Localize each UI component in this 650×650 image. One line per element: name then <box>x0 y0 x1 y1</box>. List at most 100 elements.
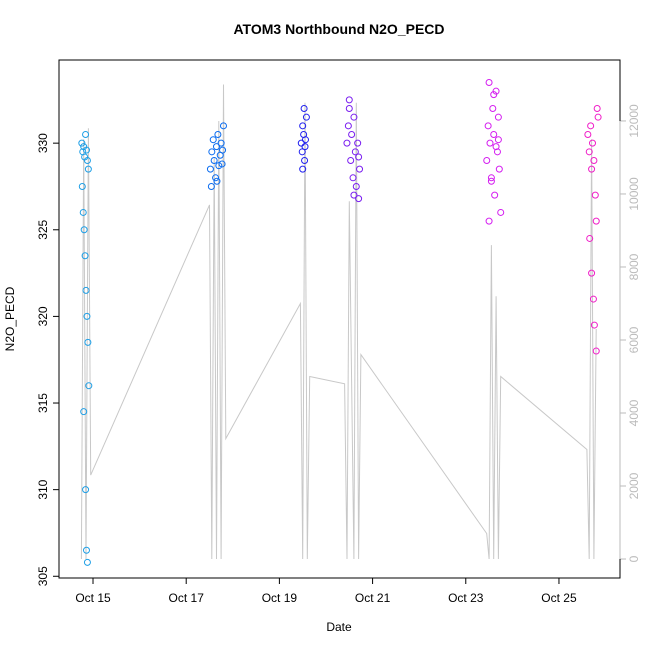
data-point <box>495 165 503 173</box>
data-point <box>83 156 91 164</box>
data-point <box>584 130 592 138</box>
data-point <box>354 139 362 147</box>
chart-title: ATOM3 Northbound N2O_PECD <box>233 21 444 37</box>
data-point <box>343 139 351 147</box>
data-point <box>210 156 218 164</box>
data-point <box>206 165 214 173</box>
data-point <box>590 156 598 164</box>
data-point <box>593 105 601 113</box>
data-point <box>592 347 600 355</box>
data-point <box>497 208 505 216</box>
data-point <box>80 408 88 416</box>
y2-tick-label: 2000 <box>627 472 641 499</box>
x-tick-label: Oct 19 <box>262 591 298 605</box>
data-point <box>84 338 92 346</box>
y-tick-label: 325 <box>36 219 50 239</box>
data-point <box>586 234 594 242</box>
data-point <box>349 174 357 182</box>
plot-frame <box>58 59 621 579</box>
data-point <box>487 177 495 185</box>
data-point <box>80 226 88 234</box>
data-point <box>217 139 225 147</box>
data-point <box>590 321 598 329</box>
y2-tick-label: 10000 <box>627 177 641 211</box>
data-point <box>587 122 595 130</box>
data-point <box>485 217 493 225</box>
data-point <box>492 87 500 95</box>
data-point <box>78 139 86 147</box>
x-tick-label: Oct 15 <box>75 591 111 605</box>
data-point <box>485 79 493 87</box>
data-point <box>208 148 216 156</box>
data-point <box>212 174 220 182</box>
data-point <box>585 148 593 156</box>
data-point <box>352 182 360 190</box>
data-point <box>355 153 363 161</box>
data-point <box>592 217 600 225</box>
data-point <box>214 130 222 138</box>
altitude-line <box>80 84 597 560</box>
data-point <box>487 174 495 182</box>
y2-tick-label: 4000 <box>627 399 641 426</box>
data-point <box>298 148 306 156</box>
data-point <box>588 165 596 173</box>
data-point <box>494 113 502 121</box>
data-point <box>351 148 359 156</box>
data-point <box>345 105 353 113</box>
data-point <box>84 165 92 173</box>
data-point <box>213 177 221 185</box>
y2-tick-label: 12000 <box>627 104 641 138</box>
y2-tick-label: 8000 <box>627 253 641 280</box>
data-point <box>494 136 502 144</box>
data-point <box>492 143 500 151</box>
data-point <box>82 546 90 554</box>
data-point <box>301 156 309 164</box>
data-point <box>218 160 226 168</box>
y-tick-label: 315 <box>36 393 50 413</box>
y2-tick-label: 6000 <box>627 326 641 353</box>
y2-tick-label: 0 <box>627 555 641 562</box>
y-tick-label: 310 <box>36 479 50 499</box>
data-point <box>83 312 91 320</box>
data-point <box>345 96 353 104</box>
data-point <box>83 558 91 566</box>
data-point <box>493 148 501 156</box>
data-point <box>344 122 352 130</box>
data-point <box>302 113 310 121</box>
data-point <box>207 182 215 190</box>
data-point <box>82 486 90 494</box>
data-point <box>78 182 86 190</box>
x-tick-label: Oct 17 <box>169 591 205 605</box>
data-point <box>82 286 90 294</box>
data-point <box>491 191 499 199</box>
data-point <box>79 208 87 216</box>
data-point <box>483 156 491 164</box>
data-point <box>219 146 227 154</box>
data-point <box>85 382 93 390</box>
data-point <box>350 113 358 121</box>
data-point <box>209 136 217 144</box>
data-point <box>591 191 599 199</box>
y-tick-label: 330 <box>36 133 50 153</box>
data-point <box>299 165 307 173</box>
data-point <box>299 122 307 130</box>
data-point <box>589 139 597 147</box>
data-point <box>486 139 494 147</box>
x-axis-label: Date <box>326 620 352 634</box>
x-tick-label: Oct 25 <box>541 591 577 605</box>
x-tick-label: Oct 23 <box>448 591 484 605</box>
data-point <box>347 156 355 164</box>
data-point <box>348 130 356 138</box>
x-tick-label: Oct 21 <box>355 591 391 605</box>
y-axis-label: N2O_PECD <box>3 286 17 351</box>
data-point <box>301 136 309 144</box>
data-point <box>355 195 363 203</box>
data-point <box>81 252 89 260</box>
data-point <box>82 146 90 154</box>
data-point <box>490 91 498 99</box>
data-point <box>589 295 597 303</box>
data-point <box>212 143 220 151</box>
data-point <box>297 139 305 147</box>
data-point <box>301 143 309 151</box>
